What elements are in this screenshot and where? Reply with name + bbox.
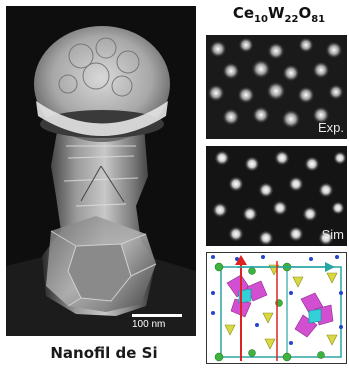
scale-bar-label: 100 nm xyxy=(132,319,166,330)
formula-ce-sub: 10 xyxy=(254,14,268,25)
experimental-label: Exp. xyxy=(317,120,344,135)
formula-o-sub: 81 xyxy=(311,14,326,25)
experimental-image-panel: Exp. xyxy=(206,35,347,139)
experimental-image xyxy=(206,35,347,139)
crystal-structure-model xyxy=(206,252,347,364)
sem-image: 100 nm xyxy=(6,6,196,336)
compound-formula: Ce10W22O81 xyxy=(210,4,348,25)
formula-w: W xyxy=(267,4,285,22)
simulated-image xyxy=(206,146,347,246)
formula-w-sub: 22 xyxy=(284,14,299,25)
formula-o: O xyxy=(298,4,312,22)
nanowire-caption: Nanofil de Si xyxy=(50,344,158,362)
simulated-image-panel: Sim xyxy=(206,146,347,246)
structure-diagram xyxy=(207,253,346,363)
simulated-label: Sim xyxy=(321,227,344,242)
formula-ce: Ce xyxy=(232,4,255,22)
